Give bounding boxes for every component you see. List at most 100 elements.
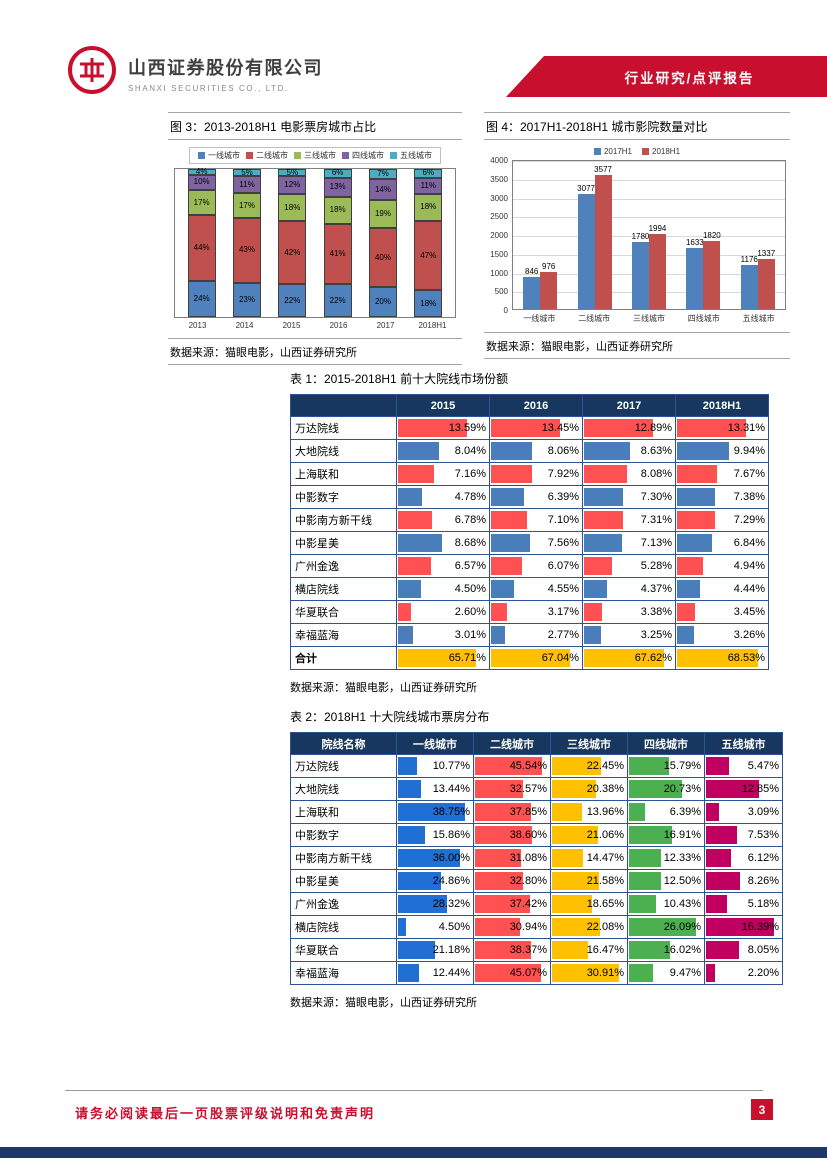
data-bar: [552, 895, 593, 913]
cell-value: 13.31%: [727, 422, 765, 434]
segment-value-label: 6%: [331, 168, 344, 178]
segment-value-label: 43%: [238, 245, 255, 255]
cell-content: 7.31%: [583, 509, 675, 531]
stacked-bar-slot: 4% 10% 17% 44% 24%: [179, 167, 224, 317]
table-row: 中影南方新干线 6.78% 7.10% 7.31% 7.29%: [290, 508, 769, 532]
stacked-bar-segment: 22%: [323, 284, 352, 317]
cell-content: 6.39%: [490, 486, 582, 508]
column-header: 三线城市: [550, 732, 628, 755]
stacked-bar-segment: 18%: [414, 194, 443, 221]
cell-content: 3.26%: [676, 624, 768, 646]
cell-value: 7.29%: [733, 514, 765, 526]
stacked-bar-segment: 43%: [232, 218, 261, 283]
bar: 1633: [686, 238, 704, 309]
cell-content: 21.06%: [551, 824, 627, 846]
cell-content: 7.53%: [705, 824, 782, 846]
legend-swatch-icon: [198, 152, 205, 159]
cell-content: 3.38%: [583, 601, 675, 623]
table-cell: 13.96%: [550, 800, 628, 824]
cell-value: 8.05%: [747, 944, 779, 956]
stacked-bar-segment: 24%: [187, 281, 216, 317]
cell-content: 12.85%: [705, 778, 782, 800]
table-cell: 38.75%: [396, 800, 474, 824]
cell-value: 68.53%: [727, 652, 765, 664]
data-bar: [629, 895, 656, 913]
cell-content: 65.71%: [397, 647, 489, 669]
table-cell: 2.77%: [489, 623, 583, 647]
cell-value: 3.25%: [640, 629, 672, 641]
data-bar: [398, 465, 435, 483]
cell-value: 7.92%: [547, 468, 579, 480]
cell-value: 67.62%: [634, 652, 672, 664]
table-cell: 67.62%: [582, 646, 676, 670]
stacked-bar-segment: 17%: [232, 192, 261, 219]
data-bar: [475, 826, 532, 844]
table-cell: 4.94%: [675, 554, 769, 578]
cell-value: 26.09%: [663, 921, 701, 933]
cell-value: 8.04%: [454, 445, 486, 457]
table-cell: 8.08%: [582, 462, 676, 486]
table-cell: 22.08%: [550, 915, 628, 939]
x-axis-label: 2015: [282, 321, 301, 330]
data-bar: [398, 826, 426, 844]
data-bar: [677, 419, 746, 437]
segment-value-label: 11%: [420, 181, 436, 190]
bottom-color-bar: [0, 1147, 827, 1158]
data-bar: [584, 649, 664, 667]
table-row: 大地院线 8.04% 8.06% 8.63% 9.94%: [290, 439, 769, 463]
data-bar: [398, 849, 461, 867]
stacked-bar: 5% 12% 18% 42% 22%: [278, 168, 307, 317]
cell-value: 16.02%: [663, 944, 701, 956]
table-cell: 18.65%: [550, 892, 628, 916]
data-bar: [398, 780, 422, 798]
data-bar: [475, 964, 542, 982]
data-bar: [584, 511, 624, 529]
row-name: 合计: [290, 646, 397, 670]
data-bar: [552, 826, 598, 844]
segment-value-label: 11%: [239, 179, 255, 189]
legend-item: 三线城市: [294, 150, 336, 161]
legend-label: 五线城市: [400, 151, 432, 160]
cell-value: 4.78%: [454, 491, 486, 503]
table-cell: 12.33%: [627, 846, 705, 870]
cell-value: 3.17%: [547, 606, 579, 618]
cell-content: 2.20%: [705, 962, 782, 984]
table-row: 中影星美 24.86% 32.80% 21.58% 12.50% 8.26%: [290, 869, 783, 893]
cell-content: 28.32%: [397, 893, 473, 915]
stacked-bar-segment: 5%: [278, 168, 307, 177]
table-cell: 8.63%: [582, 439, 676, 463]
segment-value-label: 17%: [193, 197, 210, 207]
cell-value: 3.01%: [454, 629, 486, 641]
stacked-bar-segment: 7%: [368, 169, 397, 180]
table-cell: 38.60%: [473, 823, 551, 847]
column-header: 四线城市: [627, 732, 705, 755]
cell-value: 4.37%: [640, 583, 672, 595]
data-bar: [398, 803, 465, 821]
column-header: 2017: [582, 394, 676, 417]
data-bar: [475, 872, 524, 890]
data-bar: [398, 557, 432, 575]
cell-content: 3.25%: [583, 624, 675, 646]
segment-value-label: 42%: [284, 247, 301, 257]
table-cell: 20.38%: [550, 777, 628, 801]
cell-value: 16.91%: [663, 829, 701, 841]
table-row: 华夏联合 21.18% 38.37% 16.47% 16.02% 8.05%: [290, 938, 783, 962]
table-cell: 4.37%: [582, 577, 676, 601]
cell-value: 8.26%: [747, 875, 779, 887]
column-header: 2016: [489, 394, 583, 417]
cell-content: 16.39%: [705, 916, 782, 938]
table-cell: 16.02%: [627, 938, 705, 962]
x-axis-label: 2013: [188, 321, 207, 330]
data-bar: [552, 803, 583, 821]
row-name: 中影星美: [290, 531, 397, 555]
table-cell: 9.47%: [627, 961, 705, 985]
table-cell: 16.47%: [550, 938, 628, 962]
data-bar: [677, 557, 703, 575]
data-bar: [677, 442, 729, 460]
cell-content: 4.55%: [490, 578, 582, 600]
cell-value: 12.44%: [432, 967, 470, 979]
segment-value-label: 6%: [422, 168, 435, 178]
row-name: 华夏联合: [290, 600, 397, 624]
legend-swatch-icon: [593, 148, 601, 155]
cell-value: 12.89%: [634, 422, 672, 434]
